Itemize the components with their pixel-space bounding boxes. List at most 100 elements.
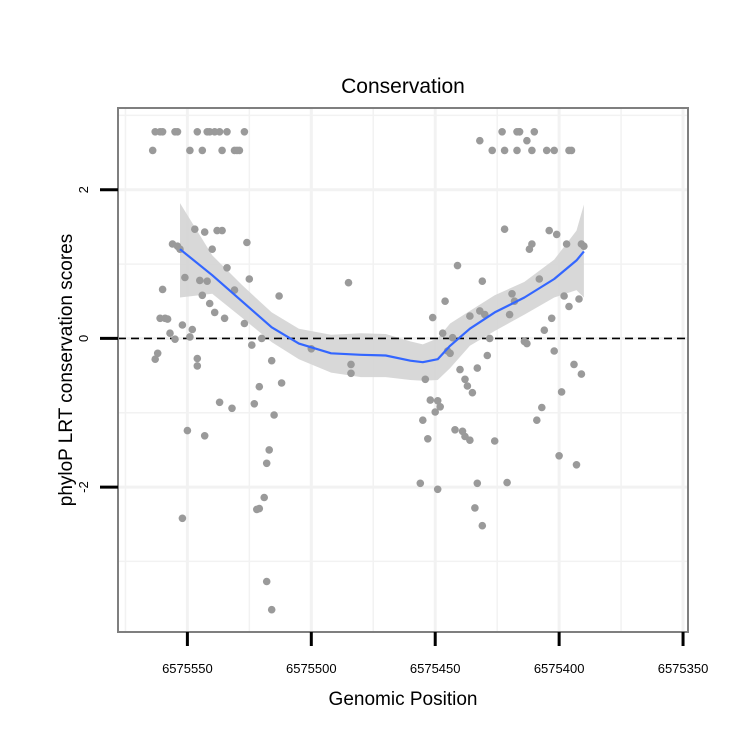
- data-point: [426, 396, 435, 404]
- data-point: [473, 364, 482, 372]
- data-point: [186, 146, 194, 155]
- data-point: [196, 276, 204, 285]
- data-point: [461, 375, 469, 384]
- data-point: [344, 278, 353, 287]
- data-point: [220, 314, 229, 323]
- data-point: [148, 146, 157, 155]
- data-point: [468, 388, 477, 397]
- x-tick-label: 6575350: [658, 661, 709, 676]
- data-point: [577, 370, 586, 378]
- data-point: [193, 128, 202, 136]
- data-point: [198, 146, 207, 155]
- data-point: [498, 128, 506, 136]
- data-point: [456, 365, 464, 374]
- data-point: [538, 403, 546, 412]
- data-point: [515, 128, 524, 136]
- data-point: [347, 360, 355, 369]
- data-point: [153, 349, 162, 358]
- data-point: [441, 297, 449, 306]
- data-point: [198, 291, 207, 300]
- chart-title: Conservation: [341, 75, 465, 98]
- data-point: [433, 397, 442, 405]
- data-point: [215, 128, 224, 136]
- data-point: [523, 136, 531, 145]
- data-point: [528, 240, 536, 248]
- data-point: [560, 292, 568, 300]
- data-point: [580, 242, 588, 250]
- data-point: [490, 437, 499, 445]
- data-point: [191, 225, 199, 233]
- x-axis: 6575550 6575500 6575450 6575400 6575350: [162, 632, 708, 676]
- smooth-fit-line: [179, 248, 585, 364]
- data-point: [178, 321, 187, 329]
- data-point: [183, 426, 192, 435]
- data-point: [218, 226, 226, 235]
- data-point: [503, 478, 511, 487]
- data-point: [533, 416, 541, 425]
- data-point: [542, 146, 551, 155]
- data-point: [485, 334, 494, 343]
- x-axis-label: Genomic Position: [329, 689, 478, 710]
- data-point: [235, 146, 244, 155]
- data-point: [428, 313, 437, 322]
- data-point: [250, 400, 259, 408]
- smooth-line: [179, 248, 585, 364]
- data-point: [186, 333, 194, 341]
- data-point: [550, 347, 558, 355]
- data-point: [257, 334, 266, 343]
- data-point: [478, 277, 487, 286]
- data-point: [158, 128, 167, 136]
- data-point: [275, 292, 283, 300]
- data-point: [570, 360, 578, 369]
- data-point: [416, 479, 425, 488]
- data-point: [488, 146, 497, 155]
- data-point: [466, 312, 474, 320]
- data-point: [248, 341, 256, 349]
- data-point: [171, 335, 179, 344]
- data-point: [528, 146, 536, 155]
- data-point: [572, 461, 581, 469]
- data-point: [193, 362, 202, 370]
- data-point: [535, 275, 544, 283]
- data-point: [173, 128, 182, 136]
- data-point: [424, 435, 432, 443]
- data-point: [505, 310, 514, 319]
- data-point: [270, 411, 278, 419]
- data-point: [200, 432, 209, 440]
- data-point: [575, 295, 583, 303]
- data-point: [471, 504, 479, 512]
- data-point: [473, 479, 482, 488]
- data-point: [555, 452, 563, 460]
- data-point: [181, 273, 189, 282]
- data-point: [243, 238, 251, 247]
- x-tick-label: 6575400: [534, 661, 585, 676]
- data-point: [530, 128, 539, 136]
- grid-lines: [118, 108, 688, 632]
- confidence-band: [180, 203, 584, 381]
- data-point: [436, 403, 445, 411]
- data-point: [240, 128, 249, 136]
- y-axis-label: phyloP LRT conservation scores: [56, 234, 77, 507]
- data-point: [265, 446, 274, 454]
- data-point: [193, 354, 202, 363]
- data-point: [188, 325, 197, 334]
- data-point: [223, 128, 231, 136]
- data-point: [438, 329, 447, 338]
- data-point: [262, 459, 271, 468]
- data-point: [500, 225, 509, 233]
- data-point: [421, 375, 430, 384]
- data-point: [223, 264, 231, 272]
- data-point: [451, 426, 459, 434]
- data-point: [448, 333, 457, 342]
- data-point: [277, 379, 286, 387]
- data-point: [151, 355, 159, 364]
- data-point: [200, 228, 209, 236]
- data-point: [552, 230, 561, 239]
- data-point: [419, 416, 427, 425]
- x-tick-label: 6575500: [286, 661, 337, 676]
- data-point: [158, 285, 167, 294]
- data-point: [545, 226, 553, 235]
- data-point: [178, 514, 187, 523]
- data-point: [215, 398, 224, 407]
